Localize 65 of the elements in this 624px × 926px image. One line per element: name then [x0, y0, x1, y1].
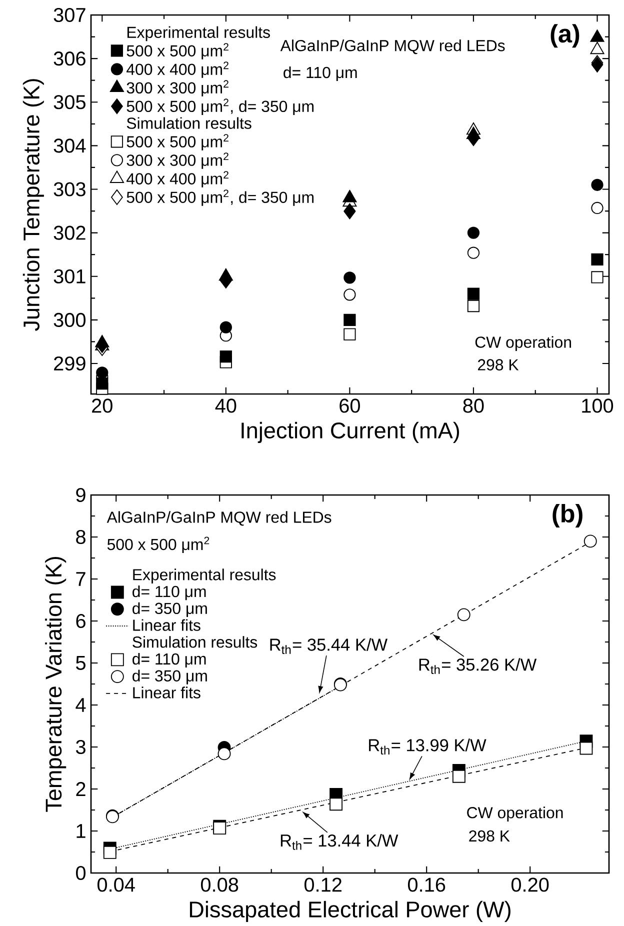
y-tick-label: 306 — [54, 52, 86, 66]
annotation: AlGaInP/GaInP MQW red LEDs — [106, 511, 332, 526]
y-tick-label: 9 — [76, 488, 86, 502]
legend-label: 500 x 500 μm$^{2}$ — [126, 134, 228, 150]
y-tick-label: 2 — [76, 782, 86, 796]
annotation: 298 K — [478, 359, 519, 370]
y-tick-label: 7 — [76, 572, 86, 586]
annotation: 298 K — [469, 830, 510, 842]
y-tick-label: 301 — [54, 269, 86, 284]
y-tick-label: 6 — [76, 614, 86, 628]
annotation: Experimental results — [133, 568, 276, 584]
annotation: Experimental results — [127, 26, 270, 42]
annotation: AlGaInP/GaInP MQW red LEDs — [280, 40, 505, 54]
legend-label: 300 x 300 μm$^{2}$ — [126, 152, 228, 169]
annotation: CW operation — [475, 336, 571, 352]
annotation: d= 110 μm — [284, 66, 357, 82]
x-tick-label: 100 — [582, 398, 614, 413]
legend-label: d= 350 μm — [132, 670, 207, 684]
y-tick-label: 0 — [76, 866, 86, 880]
x-tick-label: 20 — [92, 398, 112, 413]
legend-label: Linear fits — [133, 686, 200, 698]
annotation: (a) — [550, 24, 580, 48]
legend-label: d= 110 μm — [132, 652, 206, 668]
x-tick-label: 60 — [340, 398, 360, 413]
annotation: (b) — [552, 504, 582, 528]
y-tick-label: 299 — [54, 356, 86, 371]
y-tick-label: 4 — [76, 698, 86, 712]
annotation: 500 x 500 μm$^{2}$ — [107, 536, 210, 554]
x-tick-label: 0.08 — [200, 878, 238, 892]
x-tick-label: 0.20 — [511, 878, 549, 892]
legend-label: 500 x 500 μm$^{2}$ — [126, 43, 228, 60]
y-tick-label: 1 — [76, 824, 86, 838]
annotation: R$_{th}$= 35.44 K/W — [270, 638, 388, 654]
legend-label: 400 x 400 μm$^{2}$ — [126, 171, 228, 188]
y-tick-label: 8 — [76, 530, 86, 544]
x-axis-title: Dissapated Electrical Power (W) — [190, 900, 510, 922]
annotation: R$_{th}$= 35.26 K/W — [419, 658, 537, 674]
legend-label: 300 x 300 μm$^{2}$ — [126, 80, 228, 96]
y-tick-label: 3 — [76, 740, 86, 754]
x-tick-label: 40 — [215, 398, 236, 413]
annotation: CW operation — [467, 806, 563, 822]
annotation: Simulation results — [132, 636, 258, 648]
y-tick-label: 305 — [54, 95, 86, 110]
legend-label: d= 110 μm — [132, 585, 206, 600]
y-tick-label: 300 — [54, 312, 86, 327]
legend-label: 500 x 500 μm$^{2}$, d= 350 μm — [126, 98, 314, 115]
legend-label: 400 x 400 μm$^{2}$ — [126, 62, 228, 78]
x-tick-label: 0.04 — [97, 878, 135, 892]
legend-label: Linear fits — [133, 619, 200, 631]
annotation: Simulation results — [126, 117, 252, 129]
legend-label: 500 x 500 μm$^{2}$, d= 350 μm — [126, 190, 314, 206]
y-tick-label: 304 — [54, 138, 86, 153]
y-tick-label: 307 — [54, 8, 86, 22]
y-axis-title: Temperature Variation (K) — [45, 557, 66, 812]
x-tick-label: 0.12 — [304, 878, 342, 892]
annotation: R$_{th}$= 13.99 K/W — [369, 738, 486, 755]
y-tick-label: 303 — [54, 182, 86, 196]
x-tick-label: 80 — [463, 398, 484, 413]
legend-label: d= 350 μm — [132, 602, 207, 617]
x-axis-title: Injection Current (mA) — [242, 422, 459, 443]
y-tick-label: 302 — [54, 226, 86, 240]
annotation: R$_{th}$= 13.44 K/W — [280, 834, 398, 850]
y-tick-label: 5 — [76, 656, 86, 670]
x-tick-label: 0.16 — [408, 878, 446, 892]
y-axis-title: Junction Temperature (K) — [22, 79, 44, 331]
